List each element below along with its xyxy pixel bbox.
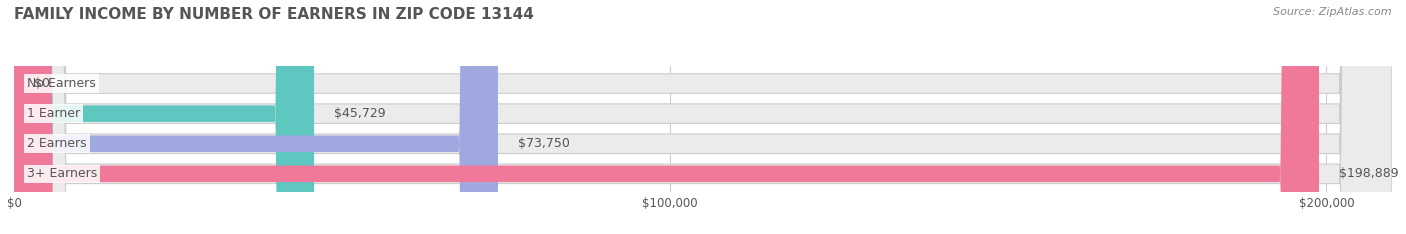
FancyBboxPatch shape [14, 0, 1392, 234]
Text: 3+ Earners: 3+ Earners [27, 167, 97, 180]
Text: $45,729: $45,729 [333, 107, 385, 120]
Text: Source: ZipAtlas.com: Source: ZipAtlas.com [1274, 7, 1392, 17]
FancyBboxPatch shape [14, 0, 1392, 234]
FancyBboxPatch shape [14, 0, 498, 234]
Text: $73,750: $73,750 [517, 137, 569, 150]
Text: FAMILY INCOME BY NUMBER OF EARNERS IN ZIP CODE 13144: FAMILY INCOME BY NUMBER OF EARNERS IN ZI… [14, 7, 534, 22]
FancyBboxPatch shape [14, 0, 1319, 234]
Text: No Earners: No Earners [27, 77, 96, 90]
Text: 1 Earner: 1 Earner [27, 107, 80, 120]
FancyBboxPatch shape [14, 0, 1392, 234]
FancyBboxPatch shape [14, 0, 1392, 234]
Text: 2 Earners: 2 Earners [27, 137, 87, 150]
FancyBboxPatch shape [14, 0, 314, 234]
Text: $0: $0 [34, 77, 49, 90]
Text: $198,889: $198,889 [1339, 167, 1399, 180]
